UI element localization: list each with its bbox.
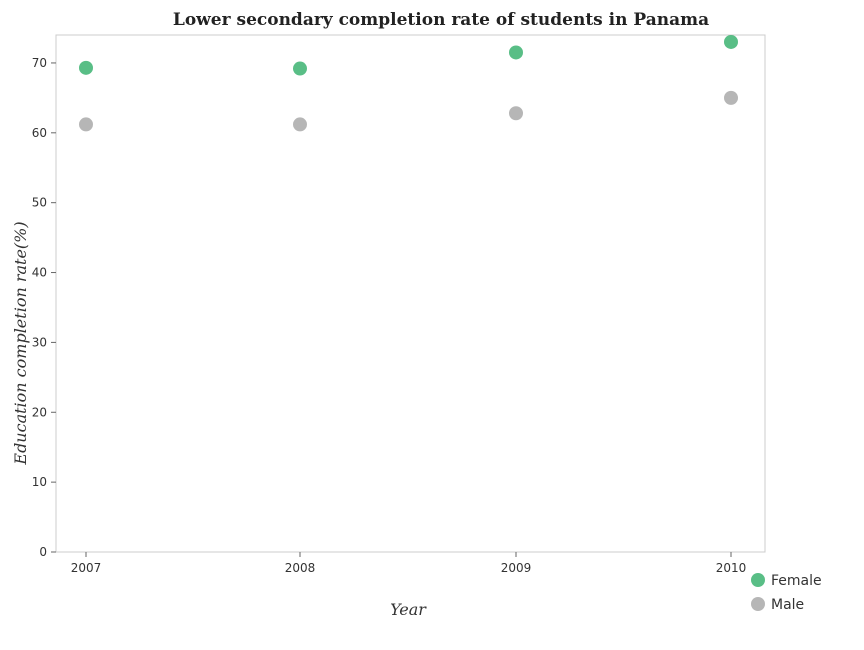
data-point-female [79,60,93,75]
legend-marker-female [751,573,765,587]
x-tick-label: 2009 [501,561,532,575]
x-axis-ticks: 2007 2008 2009 2010 [71,552,747,575]
data-point-male [724,90,738,105]
legend: Female Male [751,573,822,613]
y-tick-label: 0 [39,545,47,559]
data-point-male [509,106,523,121]
y-axis-label: Education completion rate(%) [11,221,30,465]
plot-frame [55,34,766,553]
data-point-male [79,117,93,132]
legend-marker-male [751,597,765,611]
x-tick-label: 2010 [716,561,747,575]
y-tick-label: 20 [32,405,47,419]
x-tick-label: 2008 [285,561,316,575]
y-axis-ticks: 0 10 20 30 40 50 60 70 [32,56,56,559]
x-tick-label: 2007 [71,561,102,575]
y-tick-label: 10 [32,475,47,489]
data-point-female [724,34,738,49]
data-point-female [293,61,307,76]
y-tick-label: 50 [32,196,47,210]
y-tick-label: 70 [32,56,47,70]
data-point-male [293,117,307,132]
chart-title: Lower secondary completion rate of stude… [173,10,709,30]
data-points [79,34,738,132]
legend-label-female: Female [771,573,822,589]
y-tick-label: 60 [32,126,47,140]
data-point-female [509,45,523,60]
x-axis-label: Year [390,600,427,619]
y-tick-label: 40 [32,266,47,280]
y-tick-label: 30 [32,335,47,349]
legend-label-male: Male [771,597,804,613]
